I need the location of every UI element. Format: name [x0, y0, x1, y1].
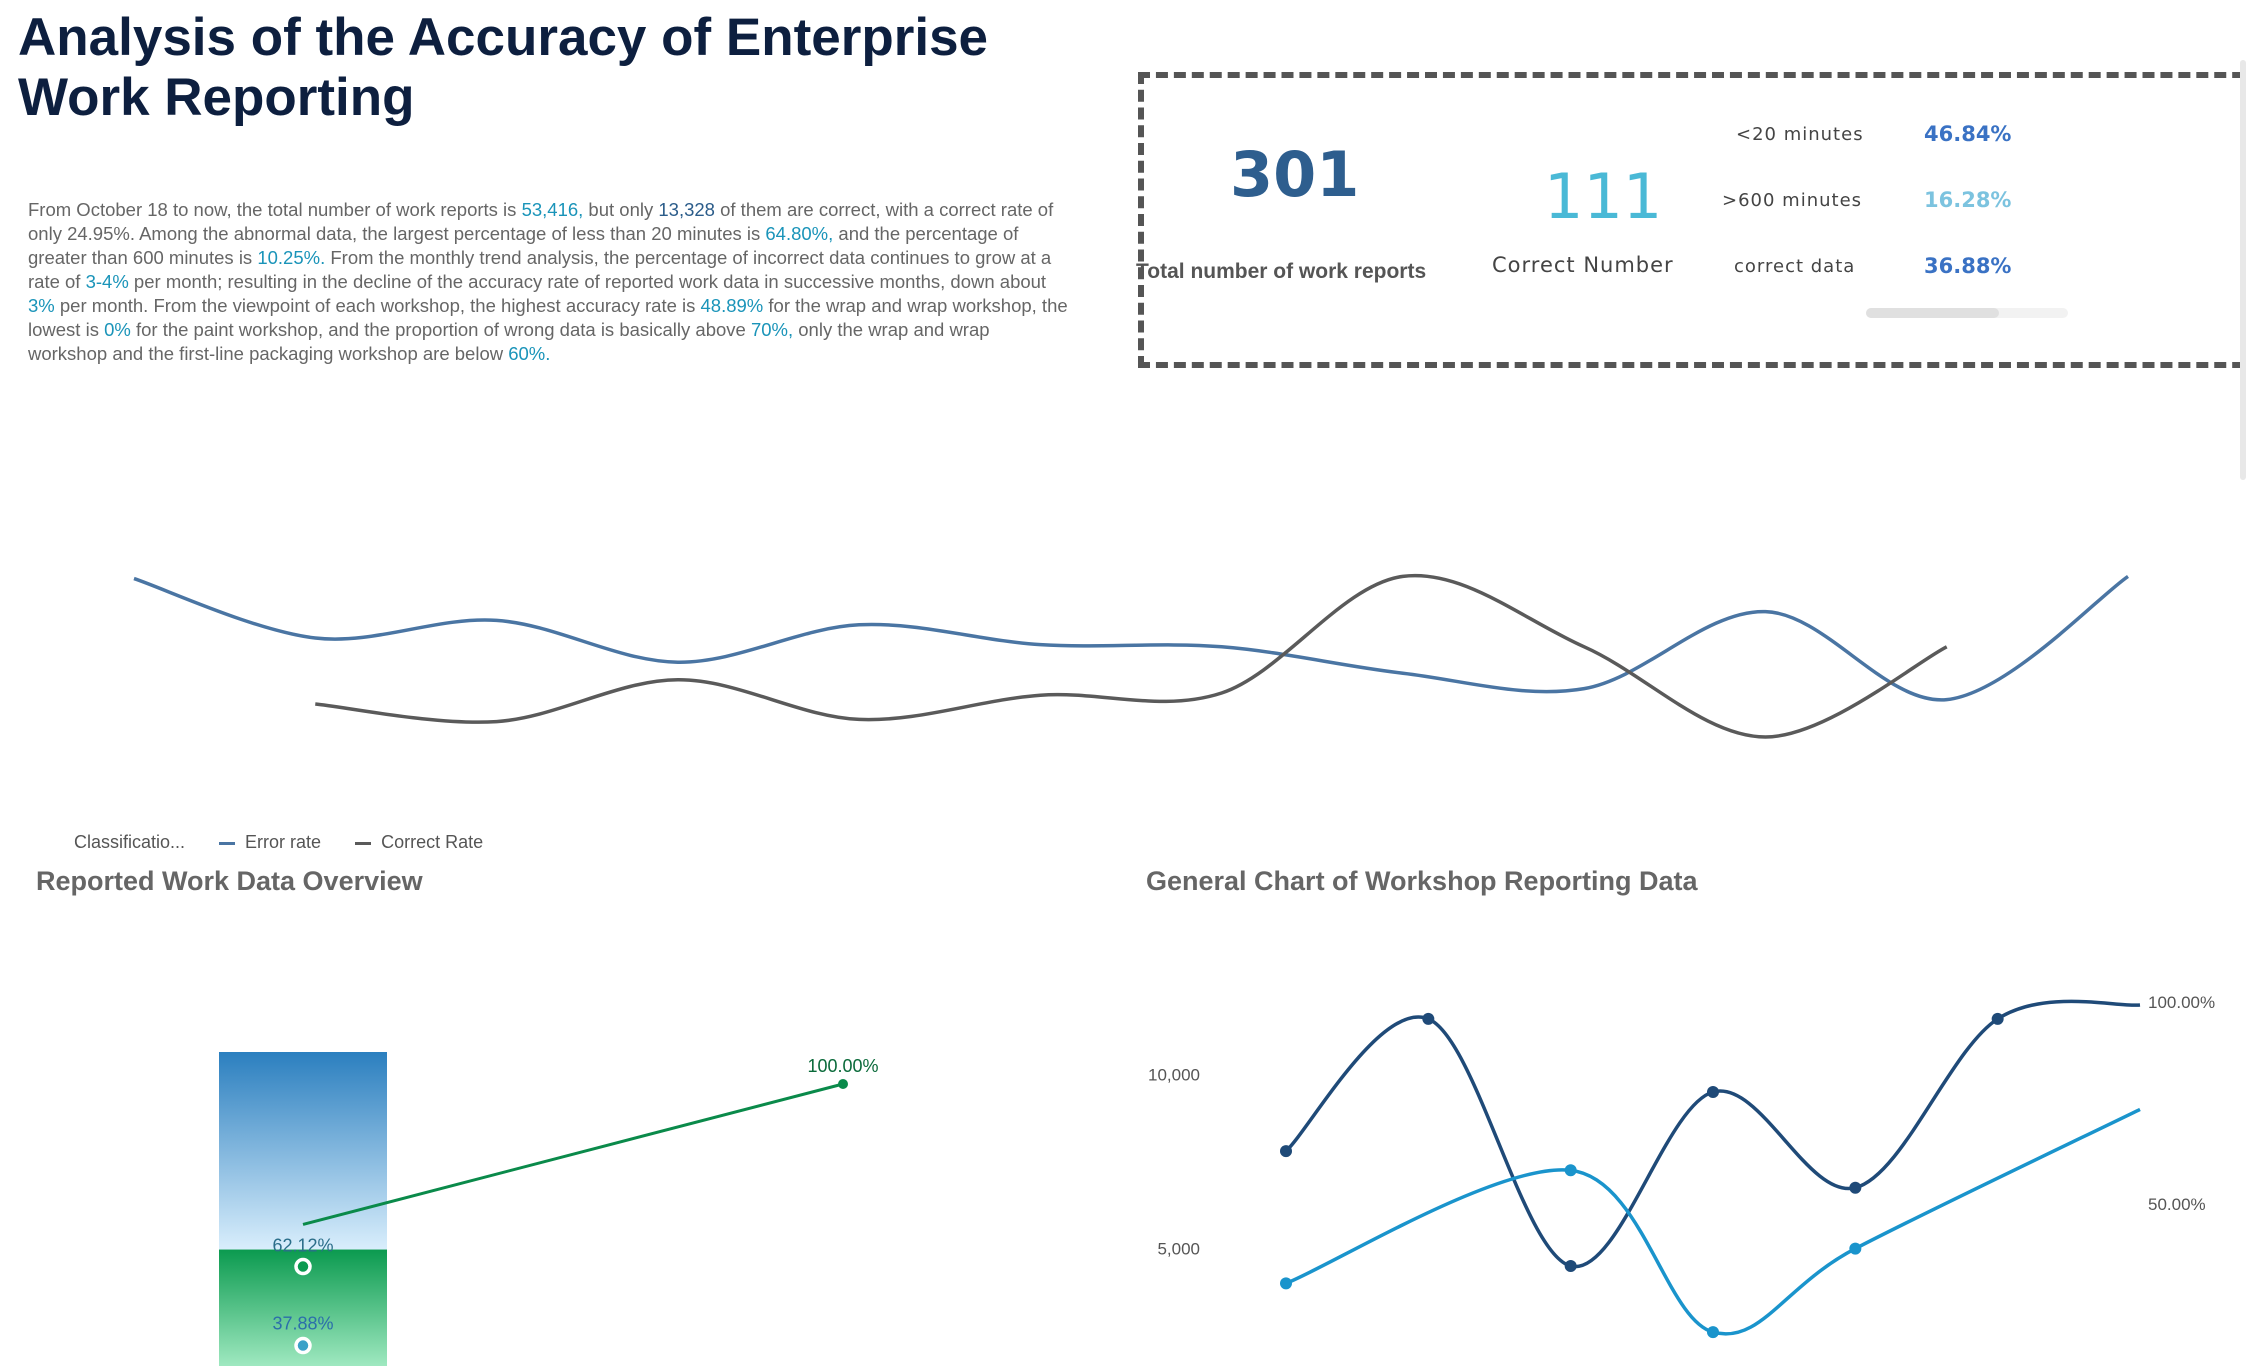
workshop-section-title: General Chart of Workshop Reporting Data	[1146, 866, 1698, 896]
legend-title: Classificatio...	[74, 832, 186, 852]
workshop-series-point	[1707, 1326, 1719, 1339]
legend-swatch	[355, 841, 372, 845]
workshop-series-line-0	[1284, 999, 2141, 1269]
kpi-row-label: correct data	[1734, 256, 1856, 277]
workshop-series-point	[1280, 1277, 1292, 1290]
workshop-series-point	[1849, 1181, 1862, 1194]
y-tick-label-right: 50.00%	[2148, 1195, 2206, 1214]
bar-marker-lower	[294, 1336, 312, 1355]
kpi-row-label: <20 minutes	[1736, 124, 1864, 145]
kpi-row-value: 36.88%	[1924, 254, 2012, 278]
legend-item-correct-rate[interactable]: Correct Rate	[355, 832, 483, 853]
correct-number-label: Correct Number	[1492, 253, 1674, 277]
trend-series-line-1	[315, 573, 1948, 739]
bar-segment-upper	[219, 1052, 387, 1250]
overview-section-title: Reported Work Data Overview	[36, 866, 423, 896]
total-reports-label: Total number of work reports	[1136, 260, 1427, 283]
trend-series-line-0	[133, 574, 2129, 702]
workshop-series-point	[1849, 1242, 1862, 1255]
kpi-progress-fill	[1866, 308, 2000, 318]
workshop-series-point	[1280, 1145, 1292, 1158]
chart-legend: Classificatio... Error rate Correct Rate	[74, 832, 483, 853]
workshop-series-point	[1564, 1164, 1577, 1177]
correct-number-value: 111	[1544, 160, 1663, 233]
workshop-series-point	[1707, 1086, 1719, 1098]
summary-paragraph: From October 18 to now, the total number…	[28, 199, 1068, 364]
legend-swatch	[219, 841, 236, 845]
bar-marker-upper	[294, 1257, 312, 1276]
kpi-panel	[1138, 72, 2248, 368]
y-tick-label-left: 5,000	[1157, 1240, 1200, 1259]
workshop-series-line-1	[1285, 1107, 2141, 1336]
workshop-series-point	[1564, 1260, 1577, 1272]
legend-item-error-rate[interactable]: Error rate	[219, 832, 321, 853]
kpi-row-label: >600 minutes	[1722, 190, 1863, 211]
overview-line-end-label: 100.00%	[807, 1056, 878, 1076]
workshop-series-point	[1991, 1012, 2004, 1025]
legend-label: Error rate	[245, 832, 322, 852]
bar-segment-upper-label: 62.12%	[272, 1236, 333, 1256]
kpi-progress-bar	[1866, 308, 2068, 318]
kpi-row-value: 46.84%	[1924, 122, 2012, 146]
overview-line	[302, 1082, 844, 1226]
bar-segment-lower-label: 37.88%	[272, 1314, 333, 1334]
page-scrollbar[interactable]	[2240, 60, 2246, 480]
kpi-row-value: 16.28%	[1924, 188, 2012, 212]
trend-line-chart	[133, 573, 2129, 739]
overview-chart: 100.00% 62.12% 37.88%	[219, 1052, 879, 1366]
total-reports-value: 301	[1230, 138, 1360, 211]
page-title: Analysis of the Accuracy of Enterprise W…	[18, 8, 989, 127]
y-tick-label-right: 100.00%	[2148, 993, 2215, 1012]
workshop-series-point	[1422, 1012, 1435, 1025]
legend-label: Correct Rate	[381, 832, 484, 852]
y-tick-label-left: 10,000	[1148, 1066, 1200, 1085]
workshop-chart: 10,000 5,000 100.00% 50.00%	[1148, 993, 2215, 1339]
overview-line-point	[838, 1079, 848, 1089]
